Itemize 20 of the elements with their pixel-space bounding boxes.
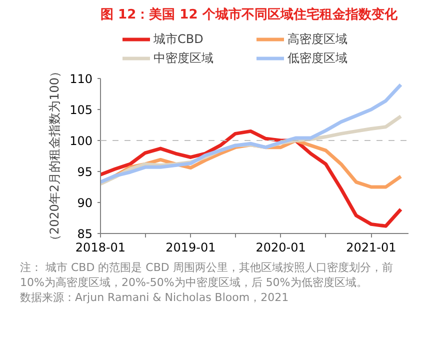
legend-label: 中密度区域 [154, 50, 214, 66]
text: 注： 城市 CBD 的范围是 CBD 周围两公里，其他区域按照人口密度划分，前 10%为高密度区域，20%-50%为中密度区域，后 50%为低密度区域。 [20, 261, 393, 291]
y-tick-label: 85 [77, 227, 93, 241]
source-note: 数据来源：Arjun Ramani & Nicholas Bloom，2021 [20, 290, 289, 306]
line-series [100, 82, 403, 184]
chart-title: 图 12：美国 12 个城市不同区域住宅租金指数变化 [100, 6, 398, 22]
y-tick-label: 95 [77, 165, 93, 179]
legend-label: 低密度区域 [288, 50, 348, 66]
x-tick-label: 2019-01 [166, 240, 216, 254]
y-tick-label: 105 [70, 103, 92, 117]
y-tick-label: 110 [70, 72, 92, 86]
y-axis-title: （2020年2月的租金指数为100） [48, 65, 62, 247]
x-tick-label: 2018-01 [75, 240, 126, 254]
legend-label: 高密度区域 [288, 30, 348, 48]
y-tick-label: 90 [77, 196, 93, 210]
legend-label: 城市CBD [154, 30, 204, 48]
x-tick-label: 2021-01 [346, 240, 396, 254]
line-series [100, 129, 403, 228]
y-tick-label: 100 [70, 134, 92, 148]
x-tick-label: 2020-01 [256, 240, 306, 254]
